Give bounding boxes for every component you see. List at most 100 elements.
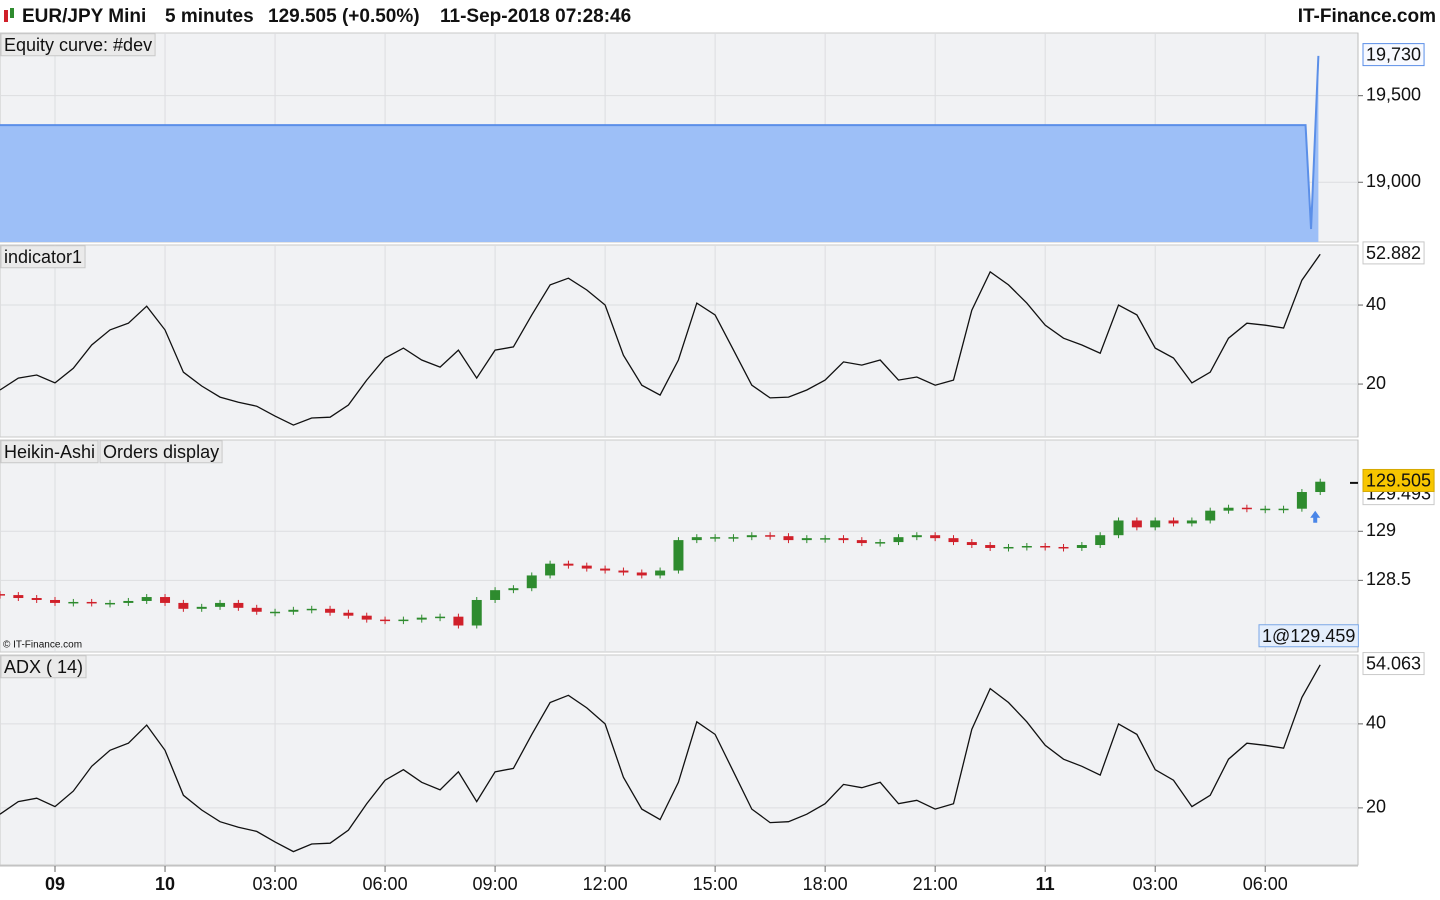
header: EUR/JPY Mini 5 minutes 129.505 (+0.50%) … [4, 6, 1436, 27]
candle-body [453, 616, 464, 626]
candle-body [985, 545, 996, 548]
candle-body [636, 572, 647, 576]
label-box [1362, 43, 1425, 67]
candle-body [435, 616, 446, 619]
candle-body [710, 537, 721, 539]
candle-body [1131, 520, 1142, 528]
label-box [0, 33, 156, 57]
candle-body [86, 601, 97, 604]
datetime: 11-Sep-2018 07:28:46 [440, 6, 631, 27]
candle-body [545, 563, 556, 576]
candle-body [141, 597, 152, 601]
y-tick-label: 40 [1366, 294, 1386, 314]
candle-body [160, 597, 171, 603]
candle-body [1223, 507, 1234, 511]
order-label: 1@129.459 [1262, 626, 1355, 646]
candle-body [1205, 510, 1216, 521]
panel-title: indicator1 [4, 247, 82, 267]
candle-body [856, 540, 867, 544]
last-value-label: 54.063 [1366, 654, 1421, 674]
panel-title: Equity curve: #dev [4, 35, 152, 55]
candle-body [31, 598, 42, 600]
candle-body [1186, 520, 1197, 524]
candle-body [1021, 546, 1032, 548]
candle-body [196, 606, 207, 609]
candle-body [343, 612, 354, 616]
candle-body [508, 588, 519, 591]
candle-body [838, 538, 849, 541]
panel-title: ADX ( 14) [4, 657, 83, 677]
candle-body [306, 608, 317, 611]
panel-title: Heikin-Ashi [4, 442, 95, 462]
y-tick-label: 129 [1366, 520, 1396, 540]
indicator-line [0, 664, 1321, 853]
order-arrow [1310, 510, 1321, 523]
period: 5 minutes [165, 6, 254, 27]
icon [4, 10, 8, 22]
candle-body [746, 535, 757, 538]
x-tick-label: 03:00 [253, 874, 298, 894]
panel [0, 244, 1359, 438]
candle-body [691, 537, 702, 541]
equity-area [0, 55, 1319, 242]
x-tick-label: 06:00 [363, 874, 408, 894]
candle-body [1040, 546, 1051, 548]
x-tick-label: 03:00 [1133, 874, 1178, 894]
label-box [99, 440, 223, 464]
candle-body [123, 600, 134, 603]
candle-body [783, 536, 794, 541]
candle-body [325, 608, 336, 613]
x-tick-label: 09 [45, 874, 65, 894]
candle-body [1003, 546, 1014, 549]
candle-body [50, 599, 61, 603]
candle-body [471, 599, 482, 626]
candle-body [1076, 545, 1087, 548]
label-box [1362, 468, 1435, 492]
last-value-label: 52.882 [1366, 243, 1421, 263]
candle-body [178, 602, 189, 609]
candle-body [1260, 508, 1271, 511]
candle-body [765, 535, 776, 537]
candle-body [1058, 546, 1069, 549]
candle-body [1168, 520, 1179, 524]
x-tick-label: 10 [155, 874, 175, 894]
label-box [0, 655, 87, 679]
y-tick-label: 20 [1366, 373, 1386, 393]
candle-body [801, 538, 812, 541]
indicator-line [0, 253, 1321, 426]
candle-body [728, 537, 739, 539]
candle-body [1241, 507, 1252, 510]
candle-body [270, 611, 281, 614]
candle-body [68, 601, 79, 604]
y-tick-label: 20 [1366, 797, 1386, 817]
x-tick-label: 12:00 [583, 874, 628, 894]
candle-body [526, 575, 537, 589]
y-tick-label: 19,500 [1366, 84, 1421, 104]
candle-body [673, 540, 684, 571]
label-box [1362, 241, 1425, 265]
candle-body [1150, 520, 1161, 528]
candle-body [600, 568, 611, 571]
x-tick-label: 18:00 [803, 874, 848, 894]
panel-subtitle: Orders display [103, 442, 219, 462]
candle-body [288, 609, 299, 612]
candle-body [1113, 520, 1124, 536]
copyright: © IT-Finance.com [3, 640, 82, 651]
label-box [1258, 624, 1359, 648]
x-tick-label: 11 [1036, 874, 1055, 894]
candle-body [820, 538, 831, 540]
candle-body [361, 615, 372, 620]
label-box [0, 440, 99, 464]
quote: 129.505 (+0.50%) [268, 6, 420, 27]
x-tick-label: 09:00 [473, 874, 518, 894]
instrument: EUR/JPY Mini [22, 6, 146, 27]
candle-body [930, 535, 941, 539]
candle-body [215, 602, 226, 607]
candle-body [948, 538, 959, 543]
candle-body [416, 617, 427, 620]
y-tick-label: 40 [1366, 713, 1386, 733]
x-tick-label: 06:00 [1243, 874, 1288, 894]
brand: IT-Finance.com [1298, 6, 1436, 27]
